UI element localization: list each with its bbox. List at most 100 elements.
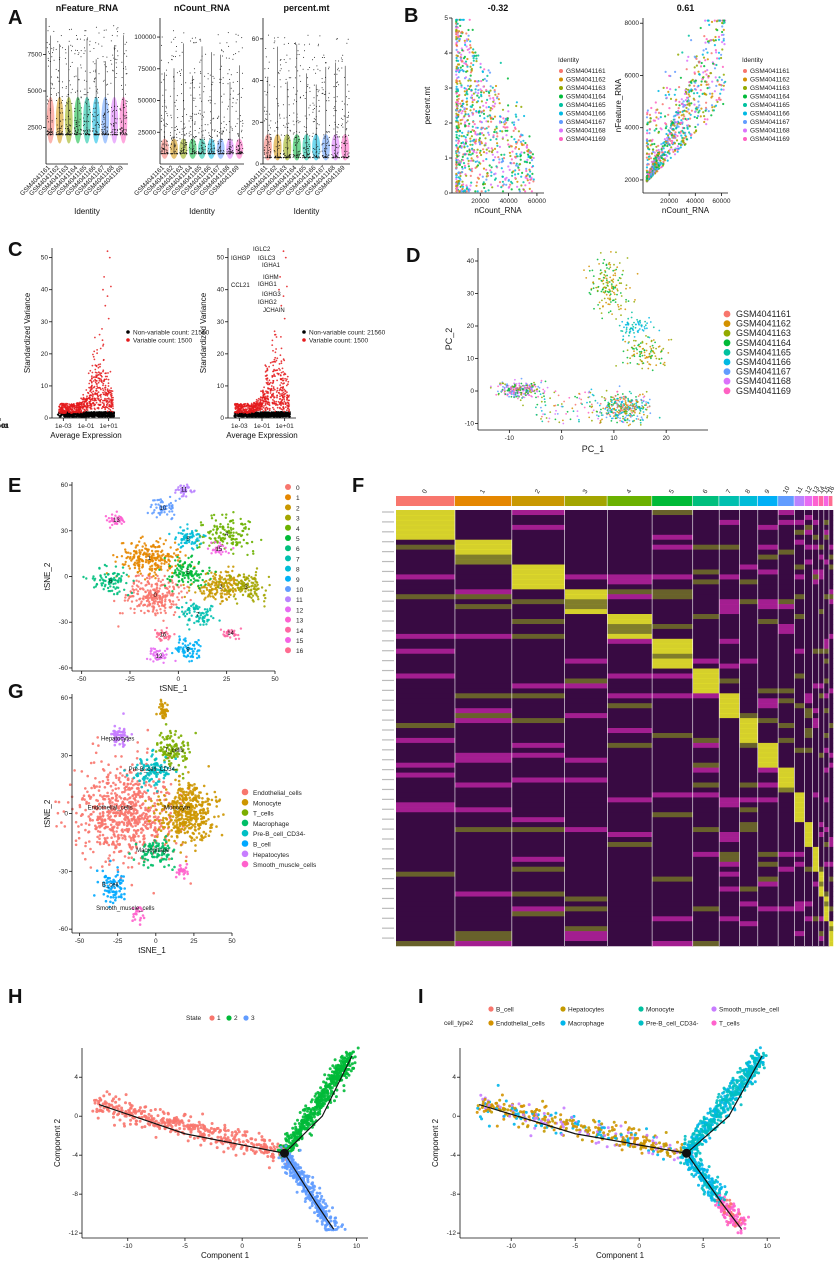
violin-point <box>264 153 266 155</box>
scatter-point <box>674 114 677 117</box>
violin-point <box>269 136 271 138</box>
violin-point <box>53 59 55 61</box>
hvg-point <box>102 393 105 396</box>
scatter-point <box>682 100 685 103</box>
violin-point <box>56 118 58 120</box>
violin-point <box>328 154 329 156</box>
violin-point <box>340 117 342 119</box>
violin-point <box>307 69 309 71</box>
hvg-point <box>107 382 110 385</box>
legend-label: GSM4041161 <box>750 68 790 75</box>
violin-point <box>236 99 238 101</box>
scatter-point <box>466 119 469 122</box>
hvg-point <box>89 415 92 417</box>
violin-point <box>126 133 128 135</box>
hvg-point <box>91 377 93 379</box>
violin-point <box>222 77 224 79</box>
violin-point <box>51 119 53 121</box>
scatter-point <box>469 137 472 140</box>
violin-point <box>203 137 205 139</box>
scatter-point <box>658 162 661 165</box>
violin-point <box>328 100 330 102</box>
scatter-point <box>666 151 669 154</box>
violin-point <box>107 93 109 95</box>
scatter-point <box>720 56 723 60</box>
scatter-point <box>512 123 516 126</box>
scatter-point <box>716 100 719 103</box>
scatter-point <box>694 110 697 113</box>
violin-point <box>287 127 289 128</box>
scatter-point <box>470 157 473 160</box>
violin-point <box>346 143 348 145</box>
scatter-point <box>455 37 458 41</box>
violin-point <box>188 135 190 137</box>
violin-point <box>80 64 82 66</box>
scatter-point <box>714 76 717 79</box>
violin-point <box>92 131 94 132</box>
violin-point <box>105 66 107 68</box>
scatter-point <box>485 178 488 181</box>
scatter-point <box>676 145 680 148</box>
violin-point <box>188 132 190 134</box>
violin-point <box>216 131 218 132</box>
violin-point <box>107 109 109 111</box>
scatter-point <box>460 60 463 63</box>
scatter-point <box>699 65 703 68</box>
violin-point <box>193 150 195 151</box>
scatter-point <box>676 121 679 124</box>
hvg-point <box>83 410 85 413</box>
violin-point <box>174 143 176 145</box>
scatter-point <box>659 112 663 115</box>
violin-point <box>306 152 308 154</box>
scatter-point <box>694 79 698 82</box>
violin-point <box>232 97 234 99</box>
violin-point <box>302 154 304 156</box>
scatter-point <box>514 176 517 179</box>
violin-point <box>212 141 214 143</box>
violin-point <box>70 134 72 136</box>
scatter-point <box>460 84 463 87</box>
violin-point <box>195 152 197 154</box>
scatter-point <box>702 71 705 74</box>
violin-point <box>217 143 219 145</box>
scatter-point <box>673 93 676 96</box>
violin-point <box>47 121 49 123</box>
violin-point <box>331 144 333 146</box>
scatter-point <box>485 152 488 155</box>
scatter-point <box>472 108 475 111</box>
scatter-point <box>708 23 711 26</box>
scatter-point <box>494 102 497 105</box>
scatter-point <box>511 171 514 174</box>
scatter-point <box>507 104 510 107</box>
violin-point <box>345 140 347 142</box>
scatter-point <box>455 26 458 29</box>
scatter-point <box>461 155 464 158</box>
legend-dot <box>559 111 563 116</box>
violin-point <box>58 134 60 136</box>
violin-point <box>213 145 215 147</box>
violin-point <box>50 94 52 95</box>
violin-point <box>52 134 54 136</box>
violin-point <box>214 103 216 105</box>
scatter-point <box>474 51 477 54</box>
violin-point <box>103 118 105 120</box>
hvg-point <box>87 413 90 415</box>
violin-point <box>84 47 85 49</box>
violin-point <box>299 150 301 152</box>
scatter-point <box>702 56 706 59</box>
violin-point <box>232 81 234 83</box>
violin-point <box>94 69 96 71</box>
scatter-point <box>722 28 725 31</box>
scatter-point <box>690 90 693 93</box>
violin-point <box>94 133 96 135</box>
violin-point <box>121 84 122 86</box>
violin-point <box>78 133 80 135</box>
scatter-point <box>487 189 490 192</box>
violin-point <box>205 53 207 55</box>
x-axis-label: Identity <box>74 207 100 216</box>
violin-point <box>274 130 276 132</box>
violin-point <box>116 109 117 111</box>
scatter-point <box>684 134 687 137</box>
scatter-point <box>459 108 462 111</box>
scatter-point <box>687 108 690 111</box>
